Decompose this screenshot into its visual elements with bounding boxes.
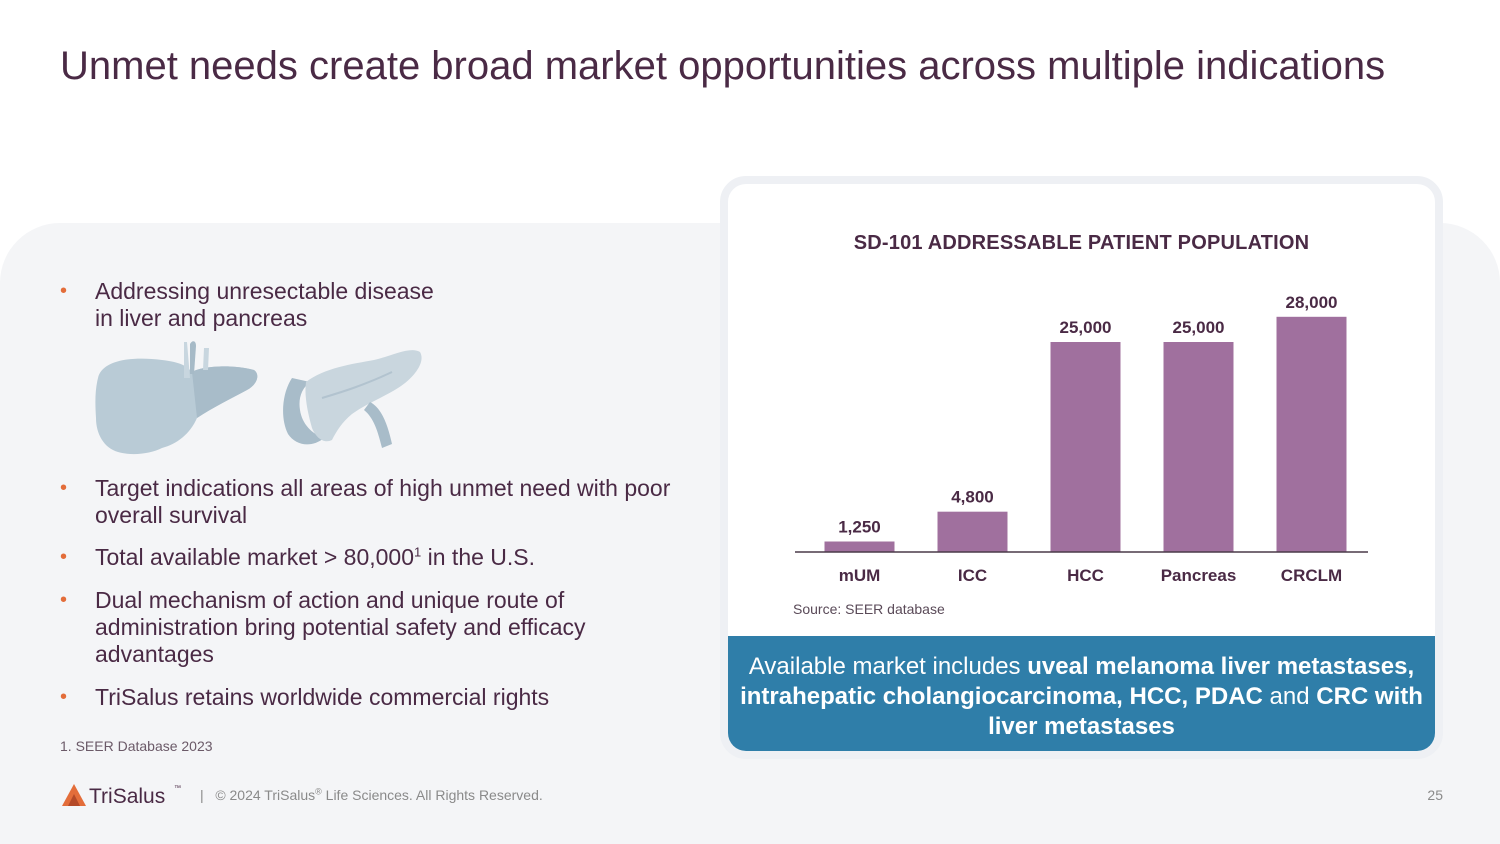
bullet-marker: • <box>60 477 68 499</box>
bullet-marker: • <box>60 589 68 611</box>
chart-card: SD-101 ADDRESSABLE PATIENT POPULATION 1,… <box>720 176 1443 759</box>
market-banner: Available market includes uveal melanoma… <box>728 636 1435 751</box>
bullet-text: Addressing unresectable disease <box>95 278 434 304</box>
footnote: 1. SEER Database 2023 <box>60 738 213 754</box>
bullet-item: • Total available market > 80,0001 in th… <box>60 544 695 571</box>
data-label: 4,800 <box>951 488 994 507</box>
bullet-item: • Target indications all areas of high u… <box>60 475 680 529</box>
copyright: | © 2024 TriSalus® Life Sciences. All Ri… <box>200 786 543 803</box>
footer-separator: | <box>200 787 204 803</box>
category-label: Pancreas <box>1161 566 1237 585</box>
bar-chart: 1,250 mUM 4,800 ICC 25,000 HCC 25,000 Pancreas 2… <box>795 293 1368 585</box>
bar-hcc <box>1050 342 1121 552</box>
logo-text: TriSalus <box>89 785 165 808</box>
bar-crclm <box>1276 316 1347 552</box>
footnote-ref: 1 <box>414 544 422 560</box>
banner-text: Available market includes <box>748 653 1028 680</box>
data-label: 25,000 <box>1060 318 1112 337</box>
chart-source: Source: SEER database <box>793 601 945 617</box>
bullet-text: Total available market > 80,000 <box>95 544 415 570</box>
bullet-marker: • <box>60 280 68 302</box>
category-label: HCC <box>1067 566 1104 585</box>
category-label: ICC <box>958 566 987 585</box>
trisalus-logo: TriSalus ™ <box>62 784 181 808</box>
bullet-marker: • <box>60 686 68 708</box>
bullet-marker: • <box>60 546 68 568</box>
category-label: CRCLM <box>1281 566 1342 585</box>
bullet-text: in the U.S. <box>421 544 536 570</box>
slide-title: Unmet needs create broad market opportun… <box>60 44 1386 88</box>
data-label: 28,000 <box>1286 293 1338 312</box>
bullet-item: • TriSalus retains worldwide commercial … <box>60 684 695 711</box>
liver-icon <box>95 341 258 455</box>
organ-illustration <box>95 341 422 455</box>
bullet-text: Target indications all areas of high unm… <box>95 475 671 528</box>
bar-pancreas <box>1163 342 1234 552</box>
banner-bold-text: CRC with liver metastases <box>988 683 1423 740</box>
data-label: 1,250 <box>838 518 881 537</box>
bar-mum <box>824 541 895 552</box>
bullet-item: • Dual mechanism of action and unique ro… <box>60 587 655 668</box>
page-number: 25 <box>1427 787 1443 803</box>
category-label: mUM <box>839 566 881 585</box>
banner-bold-text: uveal melanoma liver metastases, intrahe… <box>740 653 1415 710</box>
bullet-text: in liver and pancreas <box>95 305 308 331</box>
bullet-text: Dual mechanism of action and unique rout… <box>95 587 586 667</box>
bar-icc <box>937 511 1008 552</box>
bullet-item: • Addressing unresectable disease in liv… <box>60 278 695 332</box>
banner-text: and <box>1262 683 1317 710</box>
bullet-text: TriSalus retains worldwide commercial ri… <box>95 684 550 710</box>
logo-tm: ™ <box>174 785 181 792</box>
pancreas-icon <box>283 350 422 448</box>
chart-title: SD-101 ADDRESSABLE PATIENT POPULATION <box>853 232 1310 254</box>
data-label: 25,000 <box>1173 318 1225 337</box>
